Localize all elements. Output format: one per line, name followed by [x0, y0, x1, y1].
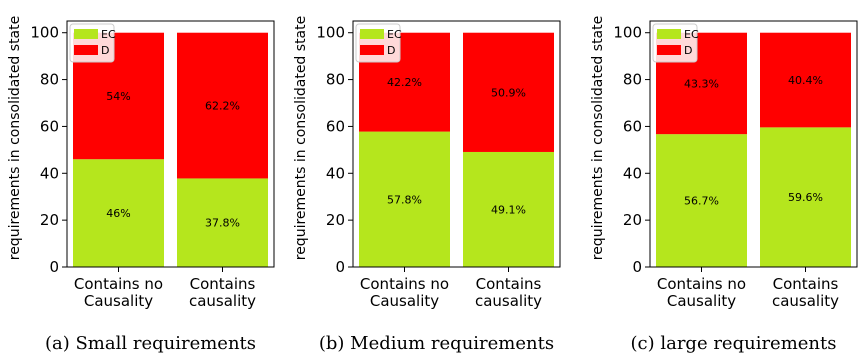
axes-frame: [352, 20, 561, 268]
legend-swatch-ec: [360, 29, 384, 39]
legend-label: EC: [684, 28, 699, 41]
y-tick-label: 100: [613, 24, 642, 42]
bar-ec-0: [73, 159, 164, 267]
bar-d-1: [760, 32, 851, 128]
y-tick-label: 40: [40, 164, 59, 182]
bar-ec-0: [656, 134, 747, 267]
data-label: 57.8%: [387, 193, 422, 206]
legend-label: EC: [387, 28, 402, 41]
y-tick-label: 80: [326, 71, 345, 89]
y-tick-label: 80: [623, 71, 642, 89]
data-label: 40.4%: [788, 74, 823, 87]
y-axis-label: requirements in consolidated state: [293, 16, 309, 261]
y-tick-label: 60: [40, 117, 59, 135]
data-label: 46%: [106, 207, 130, 220]
legend-swatch-d: [74, 45, 98, 55]
legend-label: D: [684, 44, 692, 57]
y-axis-label: requirements in consolidated state: [7, 16, 23, 261]
y-tick-label: 0: [49, 258, 59, 276]
x-tick-label: Contains: [476, 275, 542, 293]
legend-swatch-ec: [657, 29, 681, 39]
bar-ec-0: [359, 131, 450, 267]
x-tick-label: Causality: [84, 292, 153, 310]
data-label: 37.8%: [205, 217, 240, 230]
data-label: 62.2%: [205, 100, 240, 113]
x-tick-label: causality: [475, 292, 542, 310]
legend-label: D: [101, 44, 109, 57]
x-tick-label: causality: [772, 292, 839, 310]
bar-ec-1: [760, 127, 851, 267]
caption: (b) Medium requirements: [319, 333, 554, 354]
x-tick-label: causality: [189, 292, 256, 310]
bar-d-1: [177, 32, 268, 179]
y-tick-label: 20: [40, 211, 59, 229]
legend-swatch-d: [657, 45, 681, 55]
data-label: 49.1%: [491, 203, 526, 216]
y-tick-label: 60: [326, 117, 345, 135]
data-label: 54%: [106, 90, 130, 103]
y-tick-label: 80: [40, 71, 59, 89]
bar-ec-1: [463, 151, 554, 267]
y-tick-label: 60: [623, 117, 642, 135]
y-tick-label: 20: [623, 211, 642, 229]
data-label: 43.3%: [684, 77, 719, 90]
y-axis-label: requirements in consolidated state: [590, 16, 606, 261]
data-label: 59.6%: [788, 191, 823, 204]
x-tick-label: Causality: [370, 292, 439, 310]
x-tick-label: Contains: [773, 275, 839, 293]
y-tick-label: 100: [316, 24, 345, 42]
y-tick-label: 40: [623, 164, 642, 182]
y-tick-label: 100: [30, 24, 59, 42]
x-tick-label: Contains no: [360, 275, 449, 293]
legend: EC D: [355, 23, 402, 63]
legend-label: EC: [101, 28, 116, 41]
legend: EC D: [69, 23, 116, 63]
x-tick-label: Causality: [667, 292, 736, 310]
x-tick-label: Contains no: [74, 275, 163, 293]
caption: (a) Small requirements: [45, 333, 256, 354]
legend-swatch-d: [360, 45, 384, 55]
legend: EC D: [652, 23, 699, 63]
y-tick-label: 40: [326, 164, 345, 182]
legend-label: D: [387, 44, 395, 57]
data-label: 50.9%: [491, 86, 526, 99]
y-tick-label: 0: [335, 258, 345, 276]
x-tick-label: Contains: [190, 275, 256, 293]
bar-ec-1: [177, 178, 268, 267]
x-tick-label: Contains no: [657, 275, 746, 293]
axes-frame: [649, 20, 858, 268]
data-label: 42.2%: [387, 76, 422, 89]
caption: (c) large requirements: [630, 333, 836, 354]
data-label: 56.7%: [684, 195, 719, 208]
y-tick-label: 0: [632, 258, 642, 276]
legend-swatch-ec: [74, 29, 98, 39]
axes-frame: [66, 20, 275, 268]
y-tick-label: 20: [326, 211, 345, 229]
bar-d-1: [463, 32, 554, 152]
